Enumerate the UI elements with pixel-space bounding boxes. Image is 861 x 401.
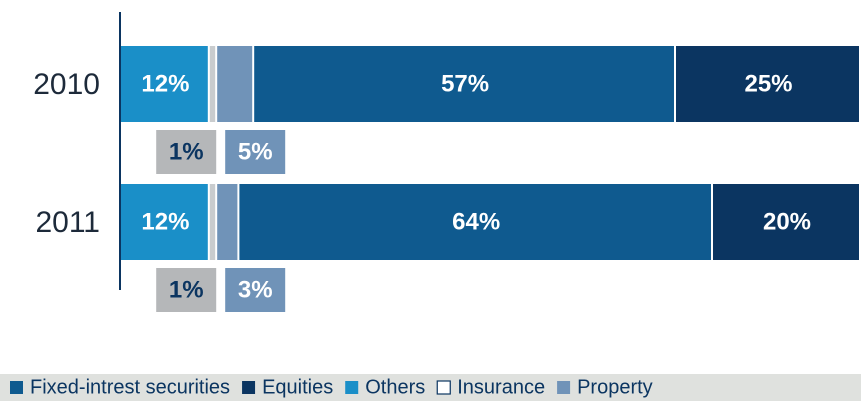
bar-segment — [209, 184, 216, 260]
bar-segment — [239, 184, 711, 260]
bar-segment — [254, 46, 674, 122]
legend-label: Fixed-intrest securities — [30, 376, 230, 398]
legend-label: Insurance — [457, 376, 545, 398]
value-label: 57% — [441, 70, 489, 97]
value-label: 1% — [169, 276, 204, 303]
bar-segment — [121, 184, 208, 260]
category-label: 2010 — [33, 68, 100, 101]
category-label: 2011 — [35, 206, 100, 239]
bar-segment — [217, 46, 253, 122]
label-box — [156, 268, 217, 312]
legend-label: Property — [577, 376, 653, 398]
label-box — [225, 268, 286, 312]
label-box — [225, 130, 286, 174]
legend-label: Others — [365, 376, 425, 398]
value-label: 64% — [452, 208, 500, 235]
legend-marker — [557, 381, 571, 394]
label-box — [156, 130, 217, 174]
legend-background — [0, 374, 861, 401]
bar-segment — [209, 46, 216, 122]
bar-segment — [713, 184, 859, 260]
bar-segment — [217, 184, 238, 260]
value-label: 20% — [763, 208, 811, 235]
legend-marker — [242, 381, 256, 394]
value-label: 12% — [141, 70, 189, 97]
value-label: 25% — [744, 70, 792, 97]
value-label: 5% — [238, 138, 273, 165]
value-label: 3% — [238, 276, 273, 303]
legend-marker — [345, 381, 359, 394]
value-label: 1% — [169, 138, 204, 165]
legend-marker — [10, 381, 23, 394]
bar-segment — [121, 46, 208, 122]
bar-segment — [676, 46, 859, 122]
legend-marker — [436, 380, 451, 395]
value-label: 12% — [141, 208, 189, 235]
legend-label: Equities — [262, 376, 333, 398]
